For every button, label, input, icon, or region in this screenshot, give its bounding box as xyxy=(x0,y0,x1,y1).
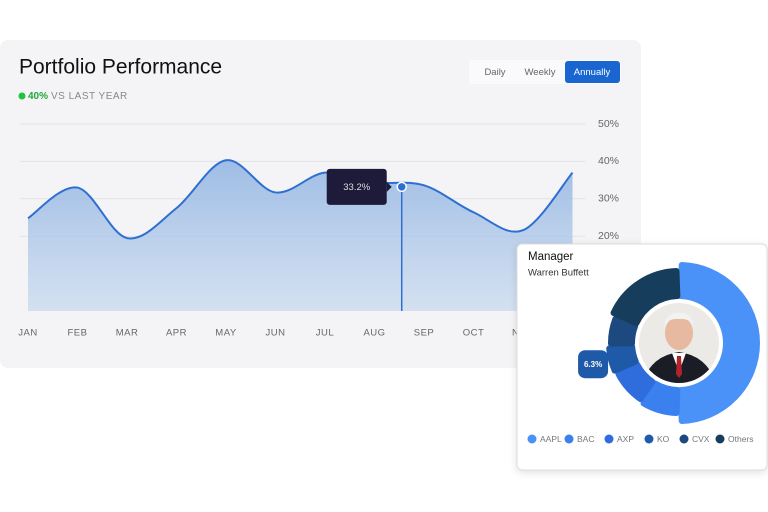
tab[interactable]: Weekly xyxy=(525,67,556,78)
tab[interactable]: Annually xyxy=(574,67,611,78)
donut-segment xyxy=(610,268,681,327)
donut-segment xyxy=(608,315,639,347)
y-tick-label: 50% xyxy=(598,118,619,130)
legend-swatch xyxy=(564,434,574,444)
donut-segment xyxy=(640,380,681,416)
subtitle: VS LAST YEAR xyxy=(51,91,128,102)
area xyxy=(28,160,573,311)
legend-label: Others xyxy=(728,434,754,444)
x-tick-label: OCT xyxy=(463,328,485,339)
legend-swatch xyxy=(644,434,654,444)
plot: 20% 30% 40% 50% JAN FEB MAR APR MAY JUN JUL AUG SEP O… xyxy=(18,118,619,339)
x-tick-label: FEB xyxy=(68,328,88,339)
x-tick-label: AUG xyxy=(363,328,385,339)
x-tick-label: MAR xyxy=(116,328,139,339)
tab[interactable]: Daily xyxy=(484,67,505,78)
legend-label: AXP xyxy=(617,434,634,444)
legend-label: CVX xyxy=(692,434,710,444)
donut-segment xyxy=(677,262,760,424)
donut-segment xyxy=(615,361,656,403)
tooltip-box xyxy=(326,168,387,205)
y-tick-label: 30% xyxy=(598,193,619,205)
legend-swatch xyxy=(527,434,537,444)
legend-label: KO xyxy=(657,434,670,444)
x-tick-label: JUN xyxy=(266,328,286,339)
y-tick-label: 20% xyxy=(598,230,619,242)
manager-card: Manager Warren Buffett 6.3% AAPL BAC AXP KO C… xyxy=(516,243,768,471)
tooltip-arrow xyxy=(386,181,392,192)
legend-label: BAC xyxy=(577,434,594,444)
donut-segment xyxy=(606,343,639,374)
highlight: 40% xyxy=(28,91,48,102)
legend-swatch xyxy=(715,434,725,444)
legend-swatch xyxy=(604,434,614,444)
active-tab xyxy=(565,61,620,83)
chart-title: Portfolio Performance xyxy=(19,56,222,79)
status-dot xyxy=(18,92,26,100)
x-tick-label: JAN xyxy=(18,328,37,339)
value-label-bg xyxy=(578,350,609,379)
tooltip-dot xyxy=(396,181,407,193)
legend-label: AAPL xyxy=(540,434,562,444)
x-tick-label: MAY xyxy=(215,328,237,339)
manager-name: Warren Buffett xyxy=(528,268,589,279)
x-tick-label: APR xyxy=(166,328,187,339)
legend-swatch xyxy=(679,434,689,444)
tooltip-label: 33.2% xyxy=(343,182,370,193)
line xyxy=(27,159,574,240)
tab-group: Daily Weekly Annually xyxy=(469,60,621,84)
card-title: Manager xyxy=(528,251,574,263)
value-label: 6.3% xyxy=(584,360,602,369)
x-tick-label: JUL xyxy=(316,328,334,339)
x-tick-label: SEP xyxy=(414,328,435,339)
y-tick-label: 40% xyxy=(598,155,619,167)
